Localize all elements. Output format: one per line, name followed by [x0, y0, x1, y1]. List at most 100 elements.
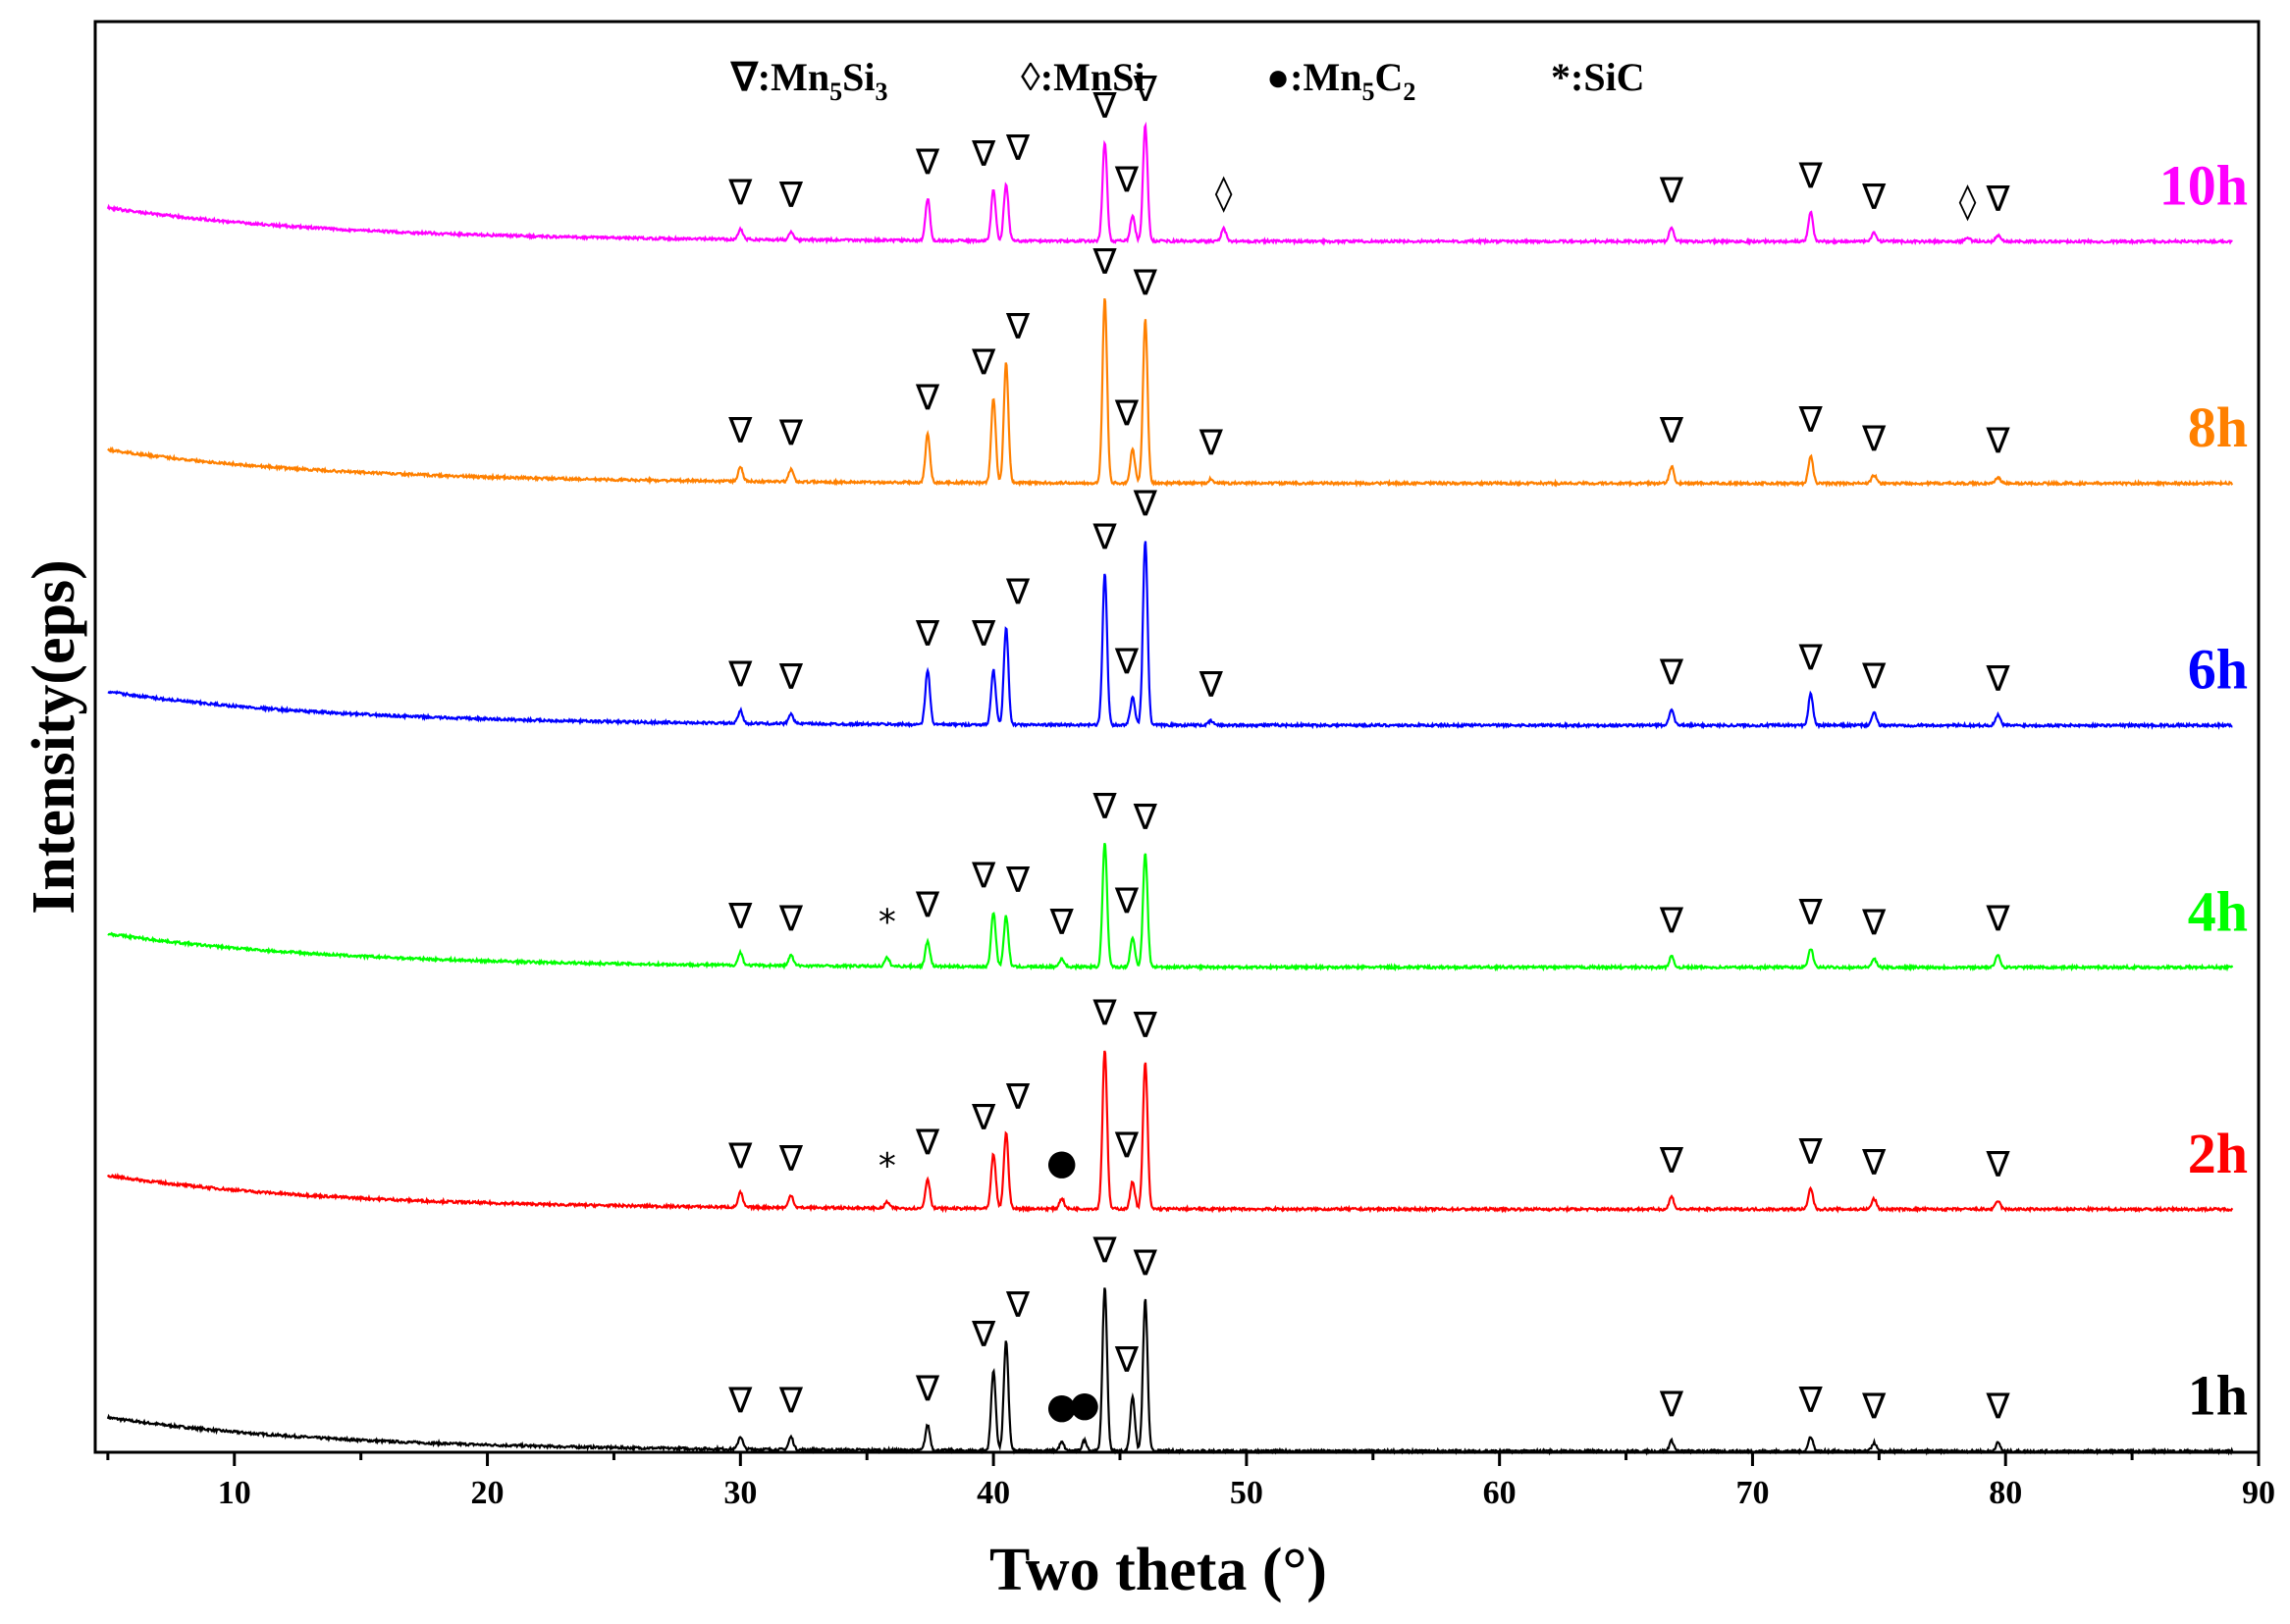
peak-marker-1h-1: ∇	[778, 1382, 804, 1422]
peak-marker-10h-12: ◊	[1959, 182, 1977, 222]
peak-marker-2h-11: ∇	[1798, 1132, 1824, 1173]
peak-marker-10h-6: ∇	[1114, 160, 1140, 200]
x-tick-label-10: 10	[218, 1475, 251, 1511]
x-tick-label-80: 80	[1989, 1475, 2022, 1511]
plot-frame	[93, 20, 2261, 1454]
peak-marker-6h-10: ∇	[1798, 638, 1824, 678]
peak-marker-1h-4: ∇	[1005, 1285, 1031, 1326]
series-labels: 1h 2h 4h 6h 8h 10h	[2159, 154, 2248, 1428]
peak-marker-6h-1: ∇	[778, 657, 804, 698]
peak-marker-1h-2: ∇	[915, 1370, 940, 1410]
peak-marker-8h-7: ∇	[1133, 263, 1158, 303]
peak-marker-4h-0: ∇	[727, 897, 753, 937]
peak-marker-8h-6: ∇	[1114, 393, 1140, 434]
peak-marker-10h-7: ∇	[1133, 70, 1158, 110]
peak-marker-4h-6: ∇	[1049, 903, 1075, 943]
peak-marker-6h-4: ∇	[1005, 572, 1031, 612]
peak-marker-1h-13: ∇	[1985, 1388, 2010, 1428]
series-line-2h	[106, 1050, 2234, 1214]
x-tick-label-90: 90	[2242, 1475, 2275, 1511]
series-label-6h: 6h	[2188, 638, 2248, 702]
peak-marker-4h-7: ∇	[1092, 787, 1117, 827]
peak-marker-10h-3: ∇	[971, 134, 996, 175]
peak-marker-10h-8: ◊	[1215, 173, 1233, 213]
x-axis-title: Two theta (°)	[989, 1537, 1327, 1603]
peak-marker-10h-13: ∇	[1985, 180, 2010, 220]
series-line-4h	[107, 842, 2234, 972]
series-label-4h: 4h	[2188, 879, 2248, 943]
peak-marker-4h-12: ∇	[1861, 904, 1887, 944]
peak-marker-8h-5: ∇	[1092, 242, 1117, 283]
series-line-10h	[106, 121, 2233, 246]
x-tick-label-30: 30	[723, 1475, 757, 1511]
marker-layer: ∇ ∇ ∇∇∇●●∇∇∇∇ ∇ ∇ ∇∇ ∇ *∇∇∇●∇∇∇∇ ∇ ∇ ∇∇ ∇ * ∇∇ ∇∇∇∇∇∇ ∇…	[727, 70, 2010, 1428]
peak-marker-8h-8: ∇	[1198, 423, 1224, 463]
peak-marker-6h-3: ∇	[971, 614, 996, 655]
peak-marker-4h-5: ∇	[1005, 861, 1031, 901]
peak-marker-10h-11: ∇	[1861, 178, 1887, 218]
peak-marker-10h-5: ∇	[1092, 86, 1117, 127]
peak-marker-4h-3: ∇	[915, 885, 940, 925]
peak-marker-10h-1: ∇	[778, 176, 804, 216]
series-line-8h	[107, 297, 2234, 489]
peak-marker-1h-5: ●	[1046, 1387, 1077, 1427]
x-tick-label-60: 60	[1483, 1475, 1517, 1511]
peak-marker-2h-0: ∇	[727, 1137, 753, 1178]
peak-marker-4h-4: ∇	[971, 857, 996, 897]
legend-entry-1: ◊:MnSi	[1021, 55, 1145, 99]
x-axis-ticks: 10 20 30 40 50 60 70 80 90	[106, 1452, 2275, 1511]
peak-marker-8h-3: ∇	[971, 343, 996, 384]
peak-marker-4h-8: ∇	[1114, 882, 1140, 922]
peak-marker-2h-1: ∇	[778, 1139, 804, 1179]
peak-marker-6h-7: ∇	[1133, 485, 1158, 525]
peak-marker-10h-4: ∇	[1005, 129, 1031, 169]
peak-marker-10h-2: ∇	[915, 143, 940, 183]
peak-marker-8h-10: ∇	[1798, 400, 1824, 441]
peak-marker-4h-1: ∇	[778, 900, 804, 940]
peak-marker-1h-8: ∇	[1114, 1340, 1140, 1381]
peak-marker-2h-9: ∇	[1133, 1006, 1158, 1046]
peak-marker-8h-4: ∇	[1005, 307, 1031, 347]
peak-marker-4h-10: ∇	[1659, 901, 1684, 941]
peak-marker-4h-11: ∇	[1798, 893, 1824, 933]
series-label-8h: 8h	[2188, 395, 2248, 459]
legend-entry-3: *:SiC	[1551, 55, 1645, 99]
peak-marker-1h-11: ∇	[1798, 1381, 1824, 1421]
y-axis-title: Intensity(eps)	[21, 559, 87, 915]
peak-marker-2h-5: ∇	[1005, 1077, 1031, 1118]
peak-marker-6h-2: ∇	[915, 614, 940, 655]
peak-marker-1h-9: ∇	[1133, 1244, 1158, 1284]
peak-marker-1h-0: ∇	[727, 1381, 753, 1421]
legend-entry-0: ∇:Mn5Si3	[729, 55, 887, 106]
series-line-6h	[107, 541, 2233, 730]
peak-marker-1h-3: ∇	[971, 1315, 996, 1355]
peak-marker-2h-3: ∇	[915, 1124, 940, 1164]
peak-marker-2h-8: ∇	[1114, 1126, 1140, 1166]
peak-marker-2h-10: ∇	[1659, 1141, 1684, 1181]
legend-entry-2: ●:Mn5C2	[1266, 55, 1415, 106]
peak-marker-1h-10: ∇	[1659, 1386, 1684, 1426]
peak-marker-8h-11: ∇	[1861, 419, 1887, 459]
peak-marker-6h-6: ∇	[1114, 642, 1140, 682]
peak-marker-8h-0: ∇	[727, 411, 753, 451]
peak-marker-8h-9: ∇	[1659, 411, 1684, 451]
peak-marker-8h-12: ∇	[1985, 422, 2010, 462]
peak-marker-2h-7: ∇	[1092, 993, 1117, 1033]
peak-marker-4h-13: ∇	[1985, 899, 2010, 939]
peak-marker-6h-8: ∇	[1198, 665, 1224, 706]
x-tick-label-50: 50	[1230, 1475, 1263, 1511]
peak-marker-2h-4: ∇	[971, 1098, 996, 1138]
peak-marker-4h-2: *	[879, 902, 896, 942]
peak-marker-2h-12: ∇	[1861, 1143, 1887, 1183]
x-tick-label-70: 70	[1735, 1475, 1769, 1511]
series-layer	[106, 121, 2234, 1456]
series-label-2h: 2h	[2188, 1122, 2248, 1185]
peak-marker-1h-12: ∇	[1861, 1388, 1887, 1428]
peak-marker-10h-9: ∇	[1659, 171, 1684, 211]
peak-marker-2h-13: ∇	[1985, 1145, 2010, 1185]
series-label-1h: 1h	[2188, 1363, 2248, 1427]
peak-marker-10h-0: ∇	[727, 174, 753, 214]
peak-marker-8h-1: ∇	[778, 413, 804, 453]
